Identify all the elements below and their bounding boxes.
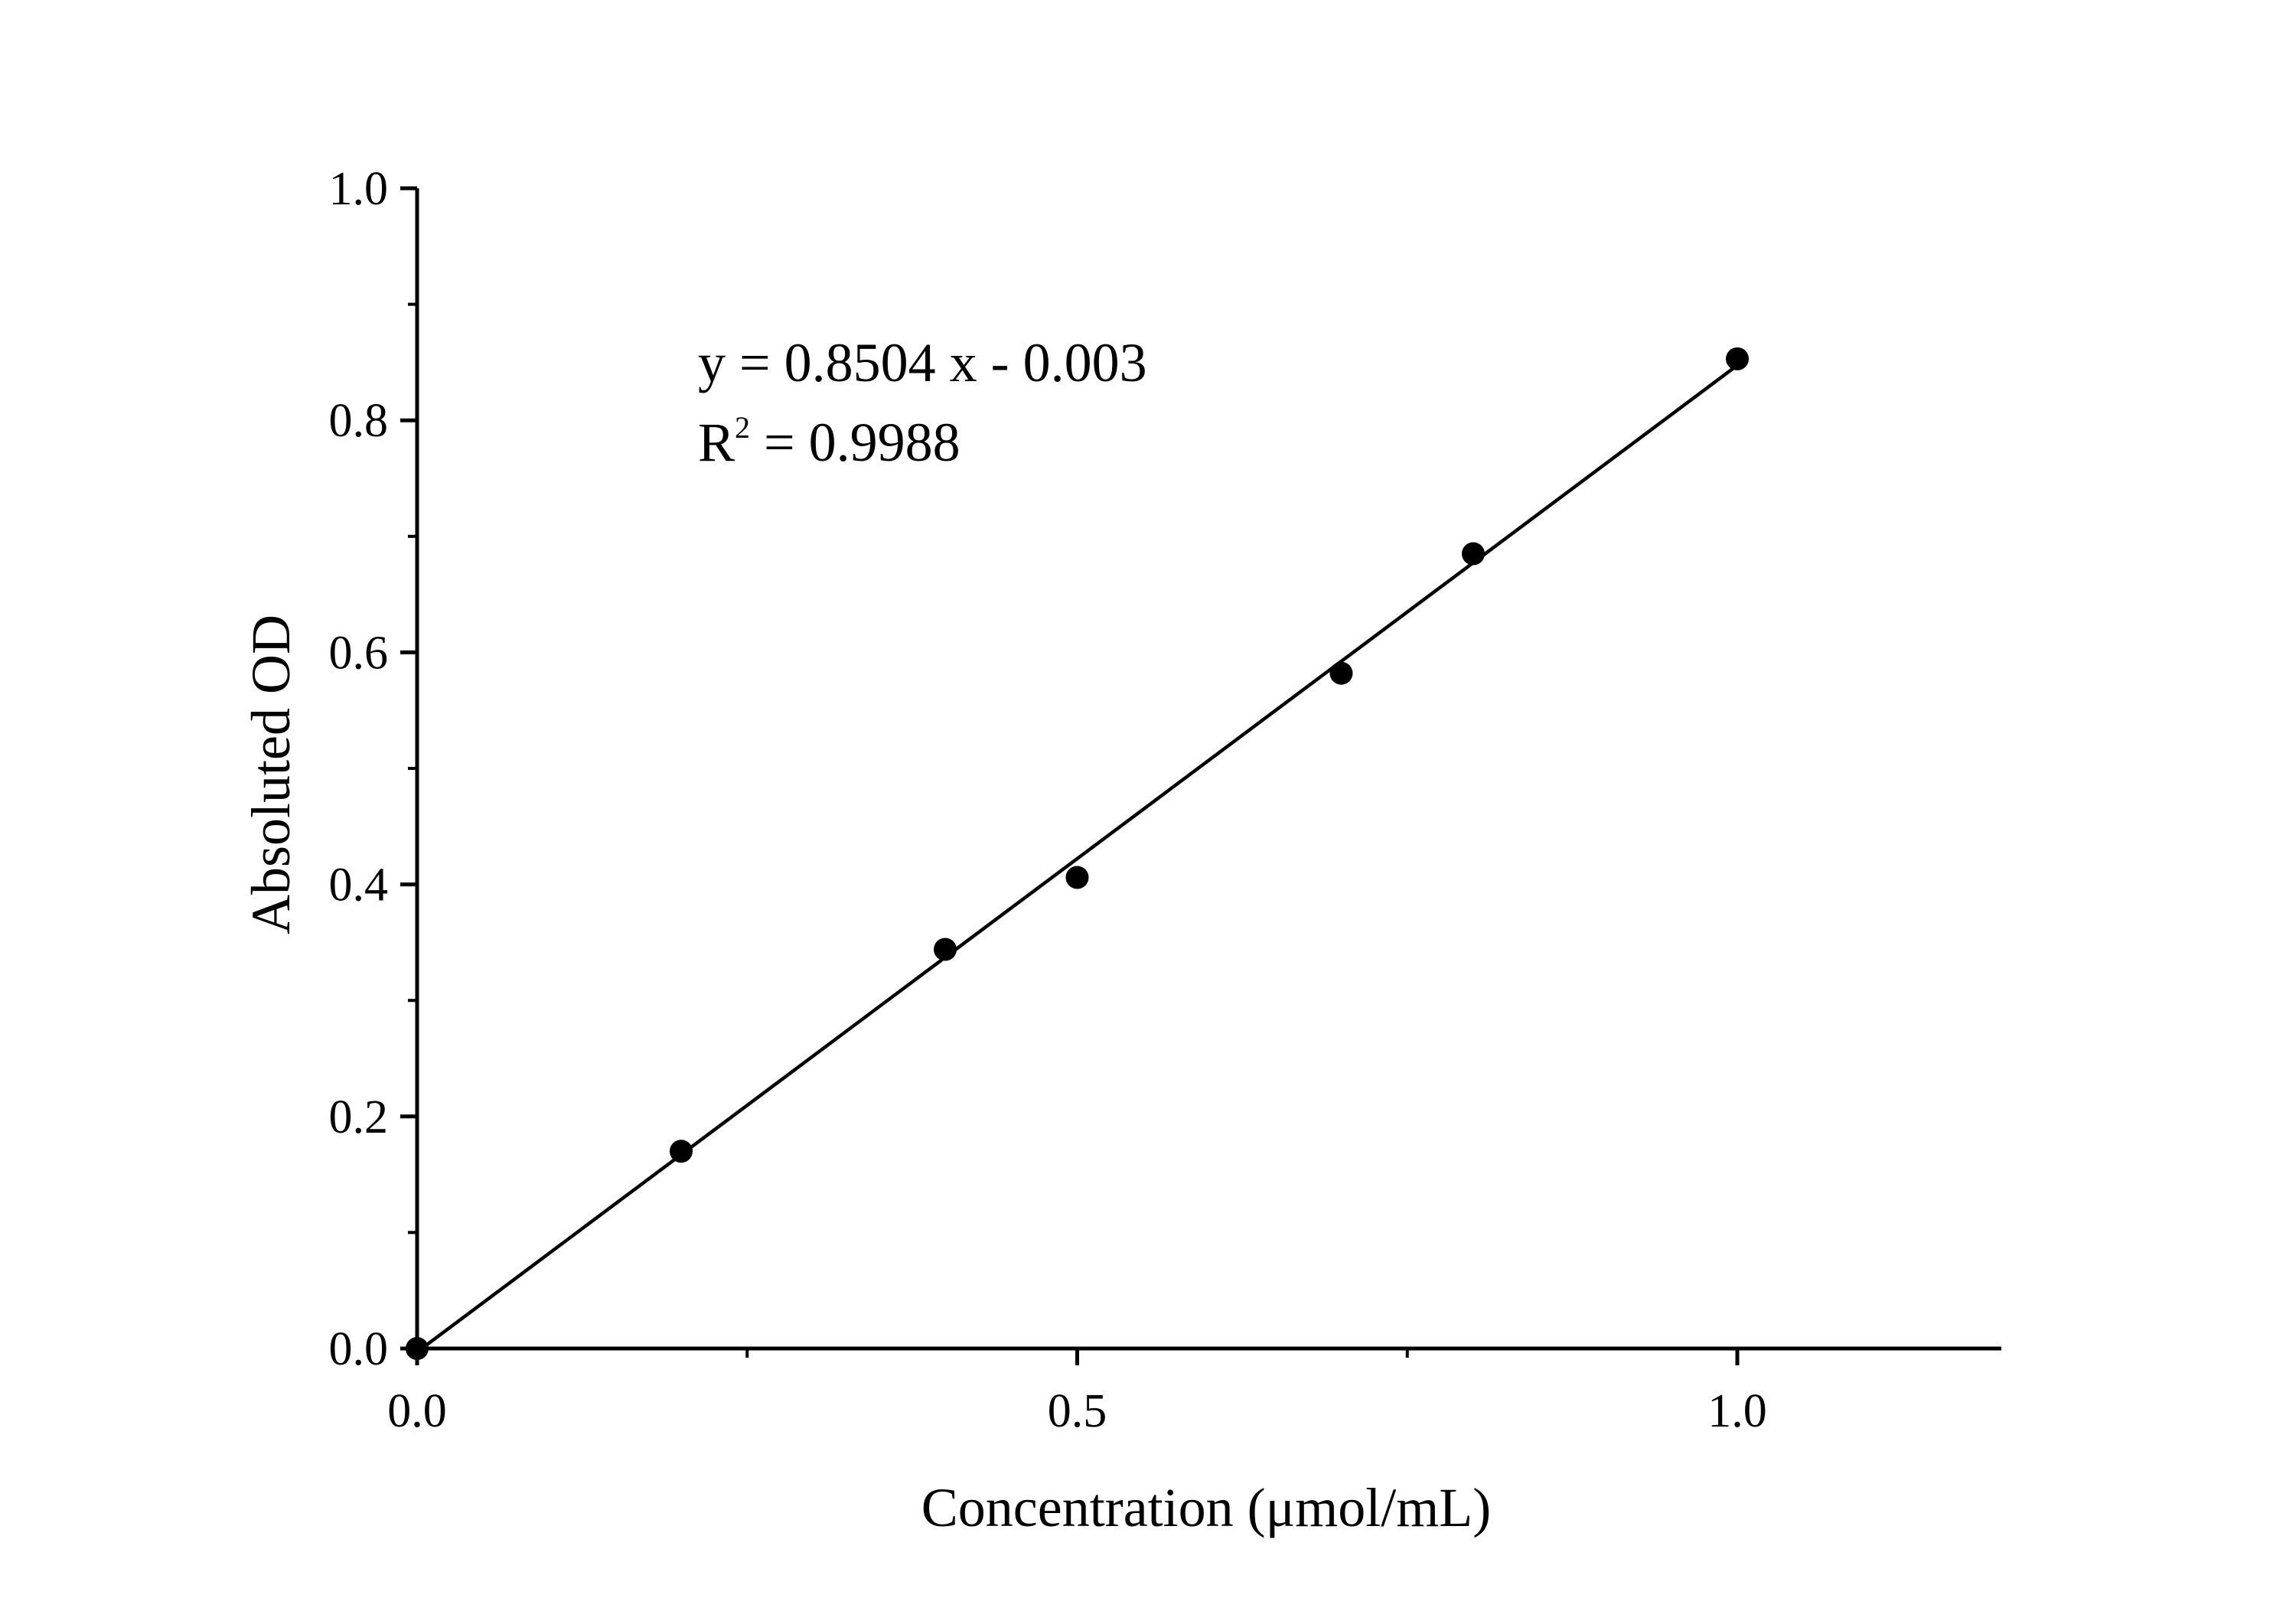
data-point <box>1726 347 1749 370</box>
r2-superscript: 2 <box>735 410 750 445</box>
y-tick-label: 0.0 <box>329 1323 389 1375</box>
axis-ticks <box>400 186 1740 1365</box>
data-point <box>934 938 957 961</box>
x-tick-label: 0.5 <box>1048 1385 1107 1437</box>
x-axis-label: Concentration (μmol/mL) <box>921 1477 1491 1538</box>
r2-prefix: R <box>698 412 735 473</box>
data-point <box>670 1140 693 1163</box>
y-tick-label: 0.4 <box>329 859 389 912</box>
y-tick-label: 1.0 <box>329 163 389 215</box>
data-point <box>1462 542 1485 566</box>
fit-line-group <box>416 364 1739 1354</box>
y-tick-label: 0.6 <box>329 627 389 679</box>
regression-equation: y = 0.8504 x - 0.003 <box>698 332 1147 393</box>
y-tick-label: 0.2 <box>329 1091 389 1143</box>
x-tick-label: 1.0 <box>1707 1385 1767 1437</box>
data-point <box>1065 866 1089 889</box>
data-point <box>1329 661 1353 685</box>
x-tick-label: 0.0 <box>387 1385 447 1437</box>
y-axis-label: Absoluted OD <box>240 615 302 934</box>
r2-value: = 0.9988 <box>750 412 960 473</box>
y-tick-label: 0.8 <box>329 395 389 447</box>
regression-line <box>416 364 1739 1354</box>
axis-tick-labels: 0.0 0.5 1.0 0.0 0.2 0.4 0.6 0.8 1.0 <box>329 163 1767 1437</box>
data-point <box>406 1337 429 1360</box>
data-points <box>406 347 1749 1360</box>
r-squared-annotation: R2 = 0.9988 <box>698 410 960 473</box>
